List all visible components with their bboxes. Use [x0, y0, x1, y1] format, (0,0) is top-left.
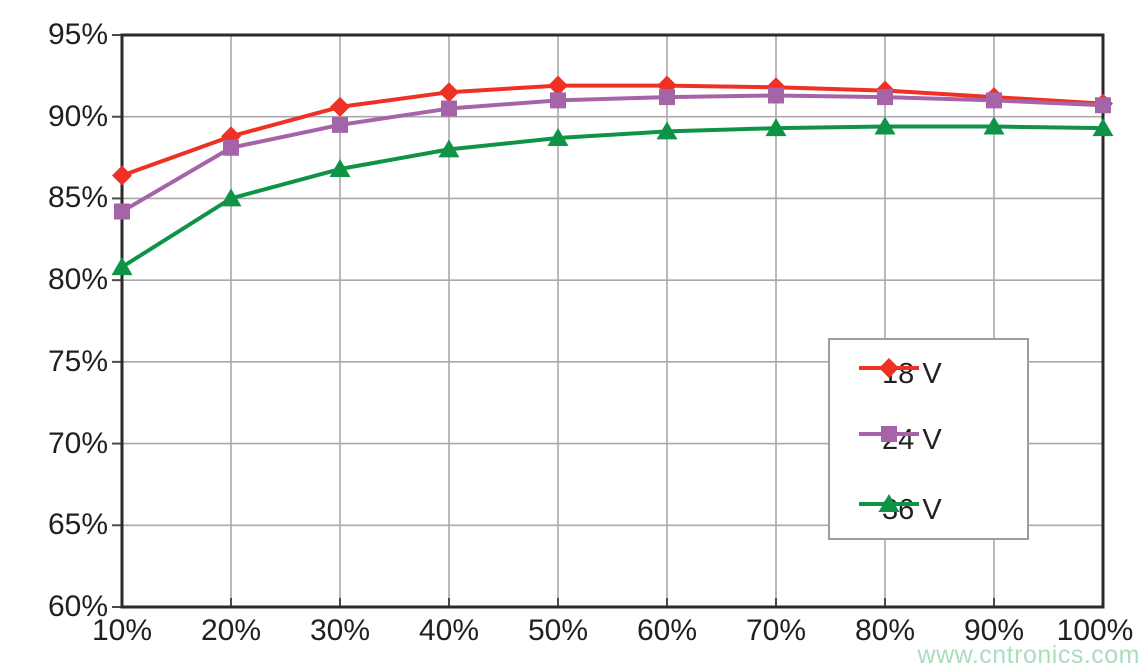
x-axis-label: 30%	[309, 614, 371, 647]
square-marker	[986, 92, 1002, 109]
x-axis-label: 100%	[1056, 614, 1134, 647]
square-marker	[1095, 97, 1111, 114]
series-line-24v	[120, 93, 1104, 214]
triangle-marker	[220, 188, 242, 207]
series-line-36v	[120, 124, 1104, 269]
y-axis-label: 90%	[47, 99, 108, 133]
y-axis-label: 70%	[47, 426, 108, 460]
triangle-marker	[438, 139, 460, 158]
y-axis-label: 65%	[47, 508, 108, 542]
y-axis-label: 85%	[47, 181, 108, 215]
diamond-marker	[330, 96, 350, 117]
x-axis-label: 90%	[963, 614, 1025, 647]
triangle-marker	[111, 257, 133, 276]
series-line-18v	[121, 83, 1104, 178]
square-marker	[550, 92, 566, 109]
diamond-marker	[112, 165, 132, 186]
legend-item-18v: 18 V	[858, 356, 942, 392]
x-axis-label: 40%	[418, 614, 480, 647]
legend-diamond-marker-icon	[859, 358, 919, 378]
x-axis-label: 10%	[91, 614, 153, 647]
y-axis-label: 60%	[47, 590, 108, 623]
x-axis-label: 20%	[200, 614, 262, 647]
x-axis-label: 80%	[854, 614, 916, 647]
x-axis-label: 60%	[636, 614, 698, 647]
triangle-marker	[547, 127, 569, 146]
square-marker	[114, 203, 130, 220]
y-axis-label: 95%	[47, 18, 108, 51]
x-axis-label: 70%	[745, 614, 807, 647]
y-axis-label: 75%	[47, 344, 108, 378]
y-axis-label: 80%	[47, 263, 108, 297]
triangle-marker	[874, 116, 896, 135]
legend-square-marker-icon	[859, 426, 919, 442]
triangle-marker	[656, 121, 678, 140]
triangle-marker	[983, 116, 1005, 135]
axis-frame	[120, 33, 1105, 609]
triangle-marker	[329, 159, 351, 178]
square-marker	[441, 100, 457, 117]
legend-item-24v: 24 V	[858, 422, 942, 458]
square-marker	[223, 139, 239, 156]
square-marker	[332, 116, 348, 133]
square-marker	[659, 89, 675, 106]
square-marker	[768, 87, 784, 104]
square-marker	[877, 89, 893, 106]
legend-triangle-marker-icon	[859, 494, 919, 512]
watermark: www.cntronics.com	[917, 641, 1140, 669]
diamond-marker	[439, 82, 459, 103]
legend: 18 V 24 V 36 V	[828, 338, 1029, 540]
x-axis-label: 50%	[527, 614, 589, 647]
triangle-marker	[1092, 118, 1114, 137]
diamond-marker	[548, 75, 568, 96]
triangle-marker	[765, 118, 787, 137]
legend-item-36v: 36 V	[858, 492, 942, 528]
